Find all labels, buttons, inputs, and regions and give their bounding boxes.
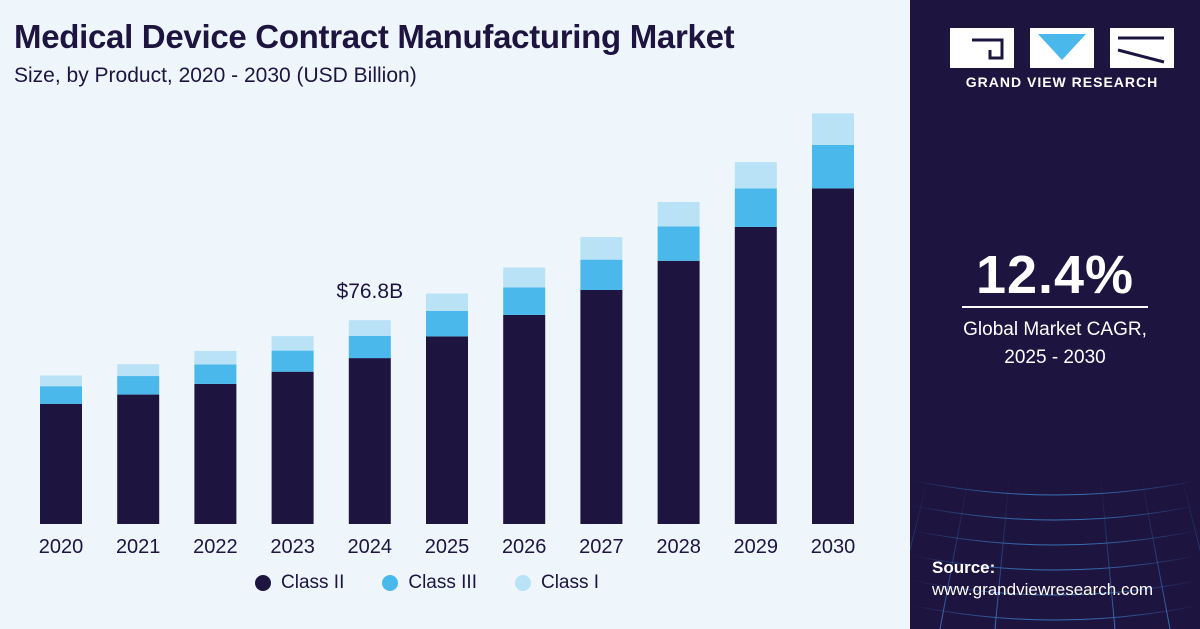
bar-class-iii-2020 — [40, 386, 82, 404]
x-tick-label: 2022 — [193, 536, 238, 558]
bar-class-ii-2027 — [580, 290, 623, 524]
x-tick-label: 2029 — [734, 536, 779, 558]
bar-class-iii-2028 — [657, 226, 700, 261]
bar-class-ii-2025 — [426, 336, 468, 524]
bar-class-i-2027 — [580, 237, 623, 260]
bar-class-iii-2024 — [348, 335, 391, 359]
x-tick-label: 2030 — [811, 536, 856, 558]
legend-swatch-class-i — [514, 575, 531, 591]
legend-item-class-i: Class I — [514, 572, 600, 594]
bar-class-iii-2029 — [734, 188, 777, 227]
brand-name: GRAND VIEW RESEARCH — [965, 74, 1159, 90]
chart-area: Medical Device Contract Manufacturing Ma… — [0, 0, 910, 629]
chart-subtitle: Size, by Product, 2020 - 2030 (USD Billi… — [14, 64, 417, 87]
x-tick-label: 2020 — [39, 536, 84, 558]
legend-label: Class I — [540, 572, 600, 593]
bar-class-i-2025 — [426, 293, 468, 311]
bar-class-iii-2030 — [812, 145, 854, 189]
info-panel: GRAND VIEW RESEARCH 12.4% Global Market … — [910, 0, 1200, 629]
bar-class-i-2028 — [657, 202, 700, 227]
bar-class-i-2024 — [348, 320, 391, 336]
x-tick-label: 2023 — [270, 536, 315, 558]
x-tick-label: 2026 — [502, 536, 547, 558]
bar-class-i-2021 — [117, 364, 160, 377]
bar-class-iii-2022 — [194, 364, 237, 384]
bar-class-iii-2027 — [580, 259, 623, 290]
bar-class-ii-2028 — [657, 260, 700, 524]
bar-class-i-2030 — [812, 113, 854, 145]
bar-class-ii-2020 — [40, 403, 82, 524]
data-label-2024: $76.8B — [337, 280, 404, 303]
legend: Class II Class III Class I — [255, 572, 637, 594]
bar-class-i-2022 — [194, 350, 237, 365]
bar-class-ii-2021 — [117, 394, 160, 524]
source-title: Source: — [932, 558, 996, 577]
divider — [962, 306, 1148, 308]
legend-label: Class III — [408, 572, 477, 593]
legend-label: Class II — [281, 572, 345, 593]
bar-class-ii-2022 — [194, 383, 237, 524]
legend-item-class-ii: Class II — [255, 572, 344, 594]
bar-class-ii-2029 — [734, 226, 777, 524]
x-tick-label: 2027 — [579, 536, 624, 558]
bar-class-iii-2025 — [426, 310, 468, 337]
legend-swatch-class-iii — [382, 575, 399, 591]
cagr-value: 12.4% — [975, 245, 1135, 305]
bar-class-ii-2026 — [503, 314, 546, 524]
x-tick-label: 2028 — [656, 536, 701, 558]
grand-view-research-logo — [950, 28, 1174, 68]
cagr-label-line2: 2025 - 2030 — [1004, 347, 1106, 368]
bar-class-ii-2024 — [348, 358, 391, 524]
bar-class-i-2026 — [503, 267, 546, 288]
chart-title: Medical Device Contract Manufacturing Ma… — [14, 18, 735, 55]
source-link[interactable]: www.grandviewresearch.com — [932, 580, 1154, 599]
grid-decoration — [910, 469, 1200, 629]
bar-class-iii-2021 — [117, 376, 160, 395]
x-tick-label: 2024 — [348, 536, 393, 558]
x-tick-label: 2021 — [116, 536, 161, 558]
bar-class-i-2020 — [40, 375, 82, 387]
bar-class-i-2029 — [734, 162, 777, 189]
cagr-label: Global Market CAGR, 2025 - 2030 — [910, 316, 1200, 372]
bar-chart: 2020 2021 2022 2023 2024 2025 2026 2027 2028 2029… — [39, 113, 856, 558]
bar-class-i-2023 — [271, 336, 314, 351]
bar-class-ii-2030 — [812, 188, 854, 524]
x-tick-label: 2025 — [425, 536, 470, 558]
bar-class-iii-2023 — [271, 350, 314, 372]
bar-class-ii-2023 — [271, 371, 314, 524]
legend-item-class-iii: Class III — [382, 572, 477, 594]
cagr-label-line1: Global Market CAGR, — [963, 319, 1147, 340]
legend-swatch-class-ii — [255, 575, 271, 591]
bar-class-iii-2026 — [503, 287, 546, 315]
